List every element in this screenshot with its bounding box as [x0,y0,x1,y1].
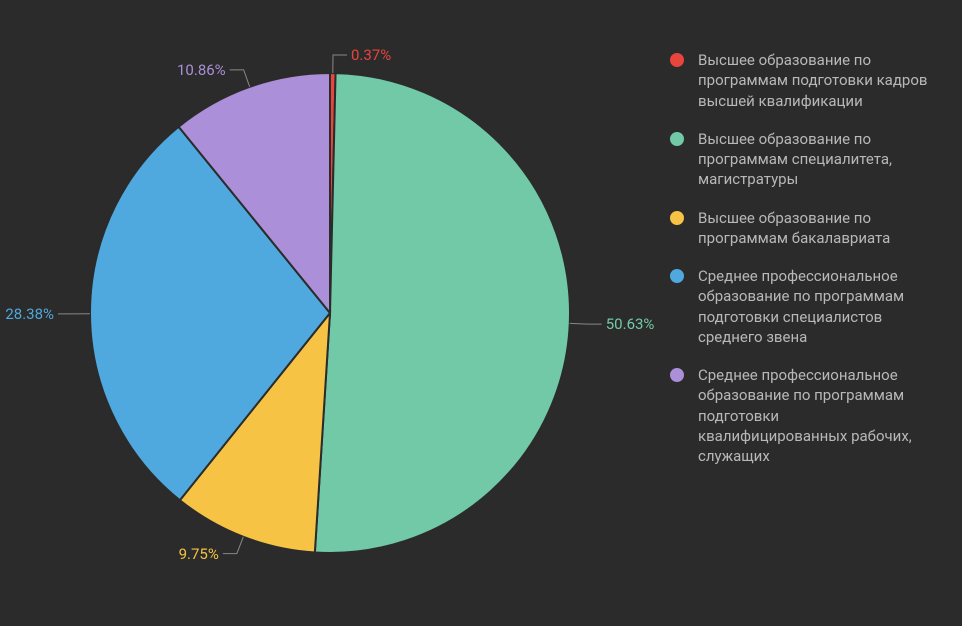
leader-line [333,55,347,73]
pie-chart-area: 0.37%50.63%9.75%28.38%10.86% [0,0,640,626]
slice-label: 0.37% [351,46,391,64]
legend-swatch [670,53,684,67]
pie-slice[interactable] [315,73,570,553]
legend-label: Высшее образование по программам специал… [698,129,928,190]
pie-chart-svg [0,0,640,626]
legend-item[interactable]: Среднее профессиональное образование по … [670,365,932,466]
slice-label: 28.38% [5,305,54,323]
legend-item[interactable]: Высшее образование по программам специал… [670,129,932,190]
legend-item[interactable]: Высшее образование по программам подгото… [670,50,932,111]
leader-line [223,537,244,554]
legend-label: Среднее профессиональное образование по … [698,365,928,466]
legend-swatch [670,269,684,283]
legend-label: Среднее профессиональное образование по … [698,266,928,347]
legend-swatch [670,211,684,225]
legend-swatch [670,132,684,146]
leader-line [570,323,602,324]
slice-label: 50.63% [606,315,655,333]
legend-swatch [670,368,684,382]
legend-label: Высшее образование по программам бакалав… [698,208,928,249]
leader-line [230,70,250,87]
slice-label: 9.75% [179,545,219,563]
slice-label: 10.86% [177,61,226,79]
legend-item[interactable]: Высшее образование по программам бакалав… [670,208,932,249]
legend-label: Высшее образование по программам подгото… [698,50,928,111]
chart-container: 0.37% 50.63% 9.75% 28.38% 10.86% Высшее обра… [0,0,962,626]
legend-item[interactable]: Среднее профессиональное образование по … [670,266,932,347]
legend: Высшее образование по программам подгото… [640,0,962,626]
